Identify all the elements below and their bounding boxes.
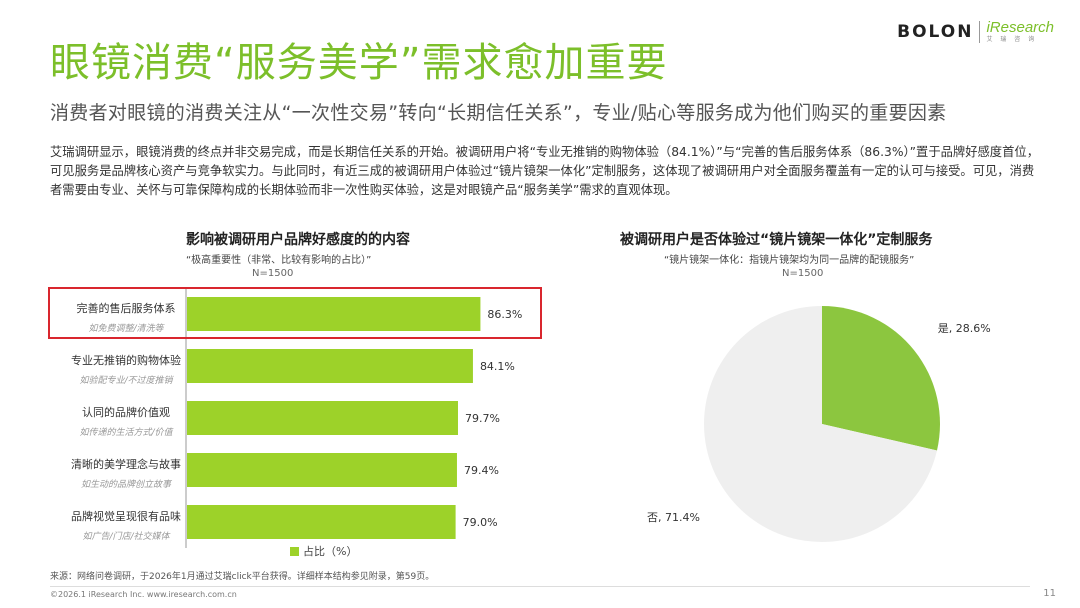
pie-chart-title: 被调研用户是否体验过“镜片镜架一体化”定制服务 (620, 232, 933, 248)
page-number: 11 (1043, 588, 1056, 599)
bar-1 (187, 349, 473, 383)
pie-chart-sample-size: N=1500 (782, 268, 824, 279)
iresearch-logo-text: iResearch (986, 19, 1054, 36)
footer-divider (50, 586, 1030, 587)
source-note: 来源：网络问卷调研，于2026年1月通过艾瑞click平台获得。详细样本结构参见… (50, 572, 435, 582)
copyright: ©2026.1 iResearch Inc. www.iresearch.com… (50, 590, 237, 599)
legend-swatch (290, 546, 299, 556)
bar-3 (187, 453, 457, 487)
bar-category-main-3: 清晰的美学理念与故事 (71, 458, 181, 471)
bar-0 (187, 297, 481, 331)
body-paragraph: 艾瑞调研显示，眼镜消费的终点并非交易完成，而是长期信任关系的开始。被调研用户将“… (50, 145, 1039, 197)
bar-value-label-0: 86.3% (487, 308, 522, 321)
bar-category-2: 认同的品牌价值观 如传递的生活方式/价值 (56, 404, 196, 438)
bar-category-1: 专业无推销的购物体验 如验配专业/不过度推销 (56, 352, 196, 386)
highlight-box (48, 287, 542, 339)
iresearch-logo: iResearch 艾 瑞 咨 询 (986, 20, 1054, 44)
bar-chart-note: “极高重要性（非常、比较有影响的占比）” (186, 255, 372, 266)
page-subtitle: 消费者对眼镜的消费关注从“一次性交易”转向“长期信任关系”，专业/贴心等服务成为… (50, 102, 947, 124)
bar-value-label-3: 79.4% (464, 464, 499, 477)
bar-category-main-2: 认同的品牌价值观 (82, 406, 170, 419)
bar-2 (187, 401, 458, 435)
iresearch-logo-cn: 艾 瑞 咨 询 (986, 36, 1038, 43)
bar-category-main-1: 专业无推销的购物体验 (71, 354, 181, 367)
pie-label-是: 是, 28.6% (938, 322, 991, 335)
bar-value-label-1: 84.1% (480, 360, 515, 373)
bar-category-0: 完善的售后服务体系 如免费调整/清洗等 (56, 300, 196, 334)
bolon-logo: BOLON (897, 22, 974, 42)
bar-category-sub-3: 如生动的品牌创立故事 (80, 480, 171, 490)
pie-slice-否 (704, 306, 937, 542)
bar-value-label-2: 79.7% (465, 412, 500, 425)
logo-divider (979, 21, 981, 43)
bar-chart-title: 影响被调研用户品牌好感度的的内容 (186, 232, 410, 248)
bar-category-main-0: 完善的售后服务体系 (76, 302, 176, 315)
legend-label: 占比（%） (303, 545, 358, 558)
bar-chart-sample-size: N=1500 (252, 268, 294, 279)
bar-category-sub-0: 如免费调整/清洗等 (88, 324, 164, 334)
bar-category-main-4: 品牌视觉呈现很有品味 (71, 510, 181, 523)
bar-4 (187, 505, 456, 539)
page-title: 眼镜消费“服务美学”需求愈加重要 (50, 40, 668, 86)
bar-category-sub-1: 如验配专业/不过度推销 (79, 376, 173, 386)
brand-logo: BOLON iResearch 艾 瑞 咨 询 (897, 20, 1054, 44)
bar-category-sub-2: 如传递的生活方式/价值 (79, 428, 173, 438)
bar-legend: 占比（%） (290, 543, 357, 559)
bar-category-3: 清晰的美学理念与故事 如生动的品牌创立故事 (56, 456, 196, 490)
bar-category-sub-4: 如广告/门店/社交媒体 (82, 532, 170, 542)
bar-category-4: 品牌视觉呈现很有品味 如广告/门店/社交媒体 (56, 508, 196, 542)
pie-label-否: 否, 71.4% (647, 511, 700, 524)
pie-chart-note: “镜片镜架一体化：指镜片镜架均为同一品牌的配镜服务” (664, 255, 915, 266)
bar-value-label-4: 79.0% (463, 516, 498, 529)
pie-slice-是 (822, 306, 940, 451)
